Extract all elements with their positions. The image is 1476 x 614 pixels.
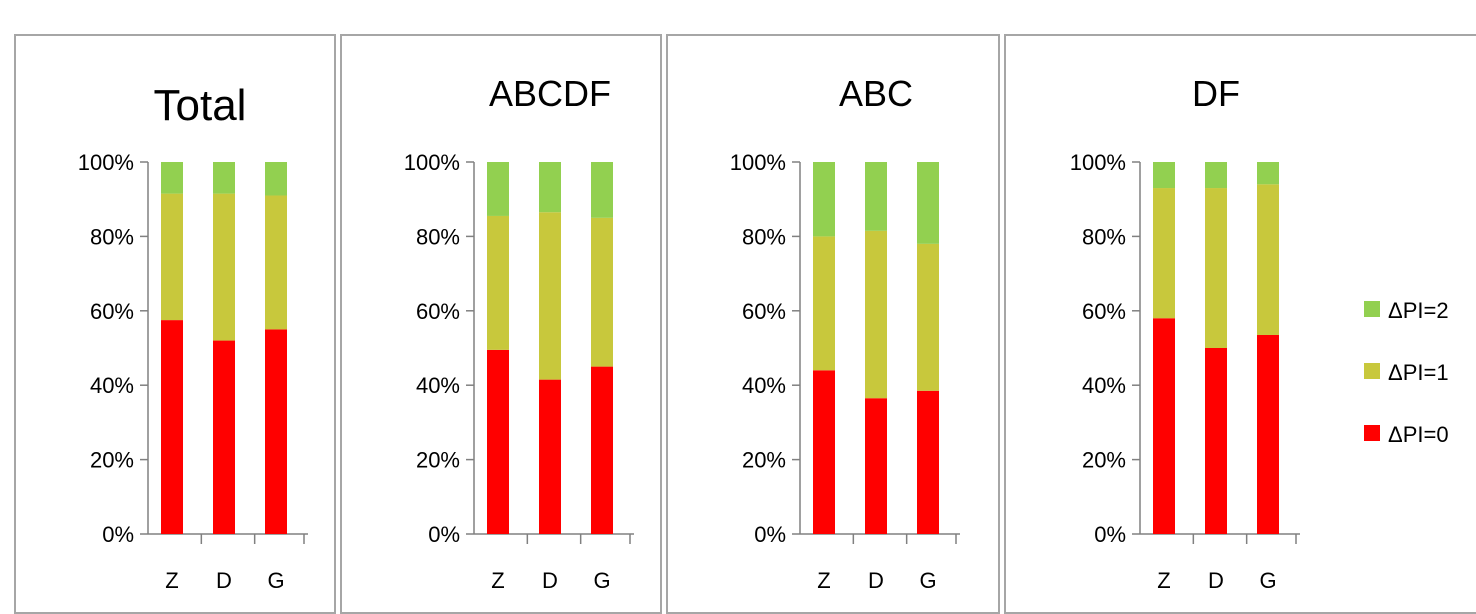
bar-abc-z-dpi1 — [813, 236, 835, 371]
x-tick-label-total: Z — [165, 568, 178, 593]
bar-abc-g-dpi0 — [917, 390, 939, 534]
bar-abcdf-d-dpi2 — [539, 162, 561, 213]
bar-abcdf-g-dpi0 — [591, 366, 613, 534]
legend-label-dpi0: ΔPI=0 — [1388, 422, 1449, 447]
bar-total-g-dpi2 — [265, 162, 287, 196]
bar-abc-g-dpi2 — [917, 162, 939, 244]
y-tick-label-total: 40% — [90, 373, 134, 398]
y-tick-label-df: 60% — [1082, 299, 1126, 324]
y-tick-label-total: 60% — [90, 299, 134, 324]
legend-swatch-dpi2 — [1364, 301, 1380, 317]
bar-abcdf-z-dpi0 — [487, 349, 509, 534]
bar-abcdf-g-dpi2 — [591, 162, 613, 218]
x-tick-label-df: D — [1208, 568, 1224, 593]
bar-abc-z-dpi2 — [813, 162, 835, 237]
y-tick-label-abcdf: 40% — [416, 373, 460, 398]
chart-total: Total 0% 20% 40% 60% 80% 100% Z D G — [78, 81, 308, 593]
chart-abc: ABC 0% 20% 40% 60% 80% 100% Z D G — [730, 73, 960, 593]
chart-abcdf: ABCDF 0% 20% 40% 60% 80% 100% Z D G — [404, 73, 634, 593]
bar-total-z-dpi0 — [161, 320, 183, 534]
bar-total-z-dpi1 — [161, 193, 183, 321]
bar-total-d-dpi2 — [213, 162, 235, 194]
y-tick-label-total: 20% — [90, 448, 134, 473]
legend-item-dpi2: ΔPI=2 — [1364, 298, 1449, 323]
x-tick-label-abc: D — [868, 568, 884, 593]
legend: ΔPI=2 ΔPI=1 ΔPI=0 — [1364, 298, 1449, 447]
legend-item-dpi1: ΔPI=1 — [1364, 360, 1449, 385]
chart-title-total: Total — [154, 81, 247, 130]
y-tick-label-total: 0% — [102, 522, 134, 547]
y-tick-label-abc: 0% — [754, 522, 786, 547]
y-tick-label-abc: 20% — [742, 448, 786, 473]
bar-abc-g-dpi1 — [917, 243, 939, 391]
bar-total-z-dpi2 — [161, 162, 183, 194]
bar-df-d-dpi1 — [1205, 188, 1227, 348]
bar-df-g-dpi0 — [1257, 334, 1279, 534]
bar-df-z-dpi0 — [1153, 318, 1175, 534]
y-tick-label-abc: 60% — [742, 299, 786, 324]
y-tick-label-df: 80% — [1082, 224, 1126, 249]
bar-abcdf-d-dpi0 — [539, 379, 561, 534]
bar-abc-d-dpi0 — [865, 398, 887, 534]
x-tick-label-total: G — [267, 568, 284, 593]
bar-abcdf-g-dpi1 — [591, 217, 613, 367]
bar-df-g-dpi1 — [1257, 184, 1279, 335]
bar-abc-d-dpi2 — [865, 162, 887, 231]
y-tick-label-abcdf: 80% — [416, 224, 460, 249]
chart-title-df: DF — [1192, 73, 1240, 114]
x-tick-label-total: D — [216, 568, 232, 593]
bar-df-d-dpi2 — [1205, 162, 1227, 189]
y-tick-label-abcdf: 100% — [404, 150, 460, 175]
bar-df-d-dpi0 — [1205, 348, 1227, 534]
y-tick-label-abc: 40% — [742, 373, 786, 398]
x-tick-label-abcdf: D — [542, 568, 558, 593]
y-tick-label-total: 100% — [78, 150, 134, 175]
bar-total-d-dpi1 — [213, 193, 235, 341]
bar-total-d-dpi0 — [213, 340, 235, 534]
y-tick-label-df: 40% — [1082, 373, 1126, 398]
x-tick-label-abc: Z — [817, 568, 830, 593]
bar-abcdf-z-dpi1 — [487, 215, 509, 350]
y-tick-label-abc: 100% — [730, 150, 786, 175]
y-tick-label-total: 80% — [90, 224, 134, 249]
bar-abcdf-z-dpi2 — [487, 162, 509, 216]
legend-swatch-dpi1 — [1364, 363, 1380, 379]
x-tick-label-abcdf: G — [593, 568, 610, 593]
y-tick-label-abcdf: 20% — [416, 448, 460, 473]
legend-label-dpi2: ΔPI=2 — [1388, 298, 1449, 323]
x-tick-label-df: Z — [1157, 568, 1170, 593]
x-tick-label-abcdf: Z — [491, 568, 504, 593]
legend-swatch-dpi0 — [1364, 425, 1380, 441]
chart-title-abc: ABC — [839, 73, 913, 114]
y-tick-label-abcdf: 60% — [416, 299, 460, 324]
bar-df-g-dpi2 — [1257, 162, 1279, 185]
y-tick-label-abcdf: 0% — [428, 522, 460, 547]
chart-df: DF 0% 20% 40% 60% 80% 100% Z D G — [1070, 73, 1300, 593]
bar-abc-d-dpi1 — [865, 230, 887, 399]
x-tick-label-abc: G — [919, 568, 936, 593]
y-tick-label-abc: 80% — [742, 224, 786, 249]
y-tick-label-df: 0% — [1094, 522, 1126, 547]
bar-df-z-dpi2 — [1153, 162, 1175, 189]
bar-total-g-dpi1 — [265, 195, 287, 330]
bar-df-z-dpi1 — [1153, 188, 1175, 319]
y-tick-label-df: 20% — [1082, 448, 1126, 473]
bar-total-g-dpi0 — [265, 329, 287, 534]
legend-label-dpi1: ΔPI=1 — [1388, 360, 1449, 385]
bar-abc-z-dpi0 — [813, 370, 835, 534]
legend-item-dpi0: ΔPI=0 — [1364, 422, 1449, 447]
y-tick-label-df: 100% — [1070, 150, 1126, 175]
x-tick-label-df: G — [1259, 568, 1276, 593]
bar-abcdf-d-dpi1 — [539, 212, 561, 380]
chart-title-abcdf: ABCDF — [489, 73, 611, 114]
chart-panel-df — [1004, 34, 1476, 614]
